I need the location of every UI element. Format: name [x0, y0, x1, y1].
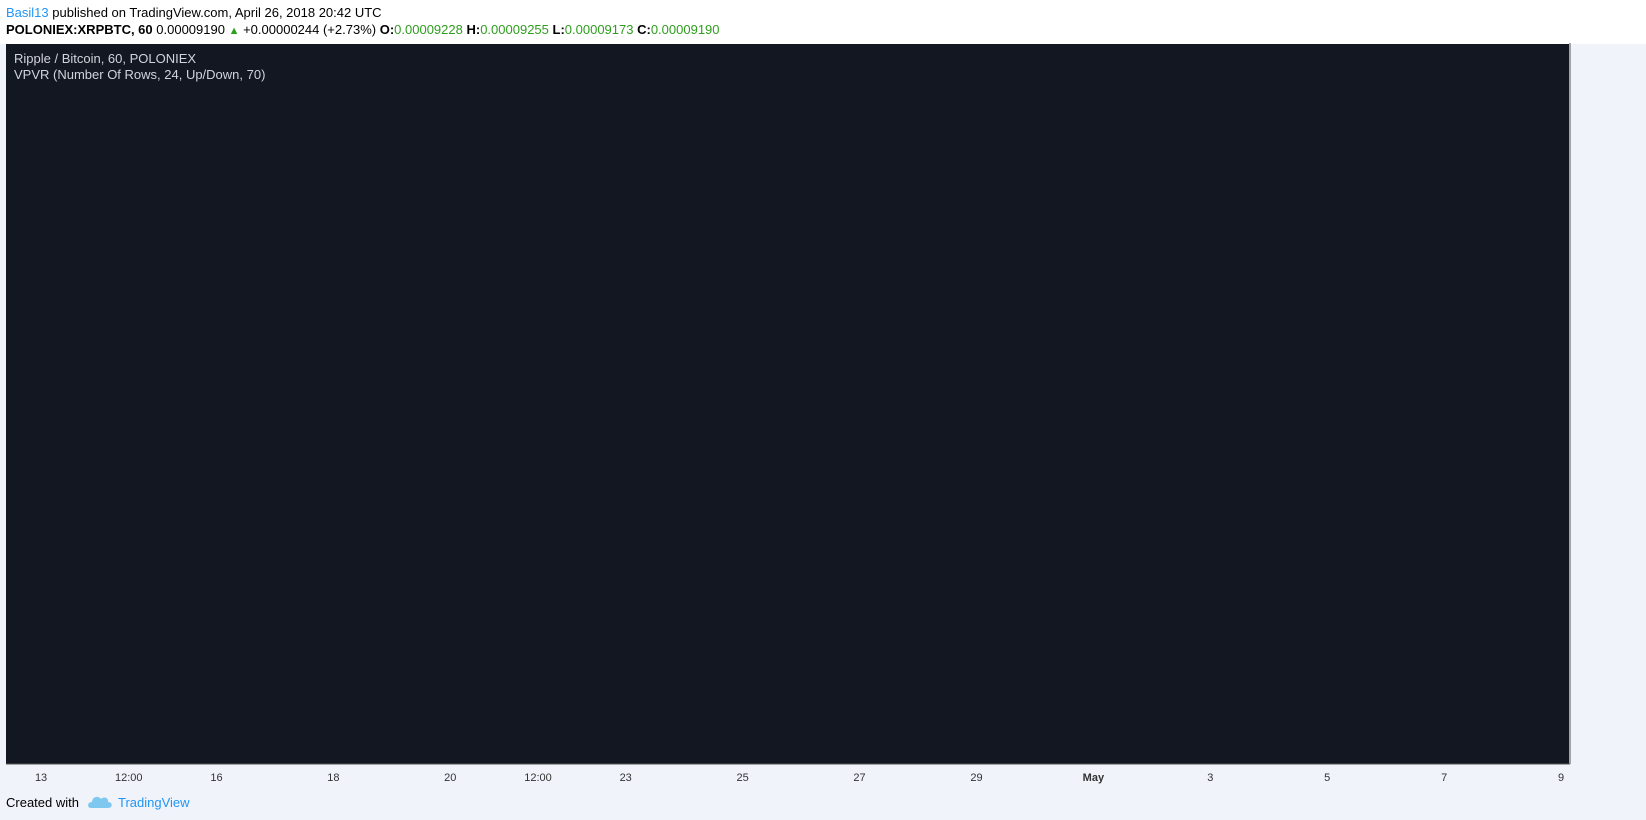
chart-title: Ripple / Bitcoin, 60, POLONIEX	[14, 51, 196, 66]
indicator-label: VPVR (Number Of Rows, 24, Up/Down, 70)	[14, 67, 265, 82]
time-tick-label: May	[1083, 772, 1105, 784]
up-arrow-icon: ▲	[228, 25, 240, 37]
tradingview-link[interactable]: TradingView	[118, 795, 190, 810]
time-tick-label: 5	[1324, 772, 1330, 784]
price-chart[interactable]: 12345 Ripple / Bitcoin, 60, POLONIEX VPV…	[0, 43, 1646, 788]
time-tick-label: 9	[1558, 772, 1564, 784]
time-tick-label: 23	[620, 772, 632, 784]
time-tick-label: 16	[210, 772, 222, 784]
symbol-bar: POLONIEX:XRPBTC, 60 0.00009190 ▲ +0.0000…	[6, 22, 720, 37]
low-label: L:	[552, 22, 565, 37]
time-tick-label: 29	[970, 772, 982, 784]
time-tick-label: 27	[853, 772, 865, 784]
close-label: C:	[637, 22, 651, 37]
publish-info: Basil13 published on TradingView.com, Ap…	[6, 5, 382, 20]
open-value: 0.00009228	[394, 22, 463, 37]
created-with-text: Created with	[6, 795, 79, 810]
tradingview-cloud-icon	[88, 796, 112, 808]
last-price: 0.00009190	[156, 22, 225, 37]
symbol-name: POLONIEX:XRPBTC, 60	[6, 22, 153, 37]
time-tick-label: 12:00	[524, 772, 552, 784]
high-value: 0.00009255	[480, 22, 549, 37]
time-axis[interactable]: 13 12:00 16 18 20 12:00 23 25 27 29 May 3 5 7 9	[35, 772, 1564, 784]
publish-text: published on TradingView.com, April 26, …	[52, 5, 382, 20]
time-tick-label: 12:00	[115, 772, 143, 784]
high-label: H:	[466, 22, 481, 37]
close-value: 0.00009190	[650, 22, 720, 37]
open-label: O:	[379, 22, 395, 37]
chart-pane[interactable]	[6, 44, 1569, 764]
time-tick-label: 25	[736, 772, 748, 784]
time-tick-label: 7	[1441, 772, 1447, 784]
time-tick-label: 20	[444, 772, 456, 784]
time-tick-label: 13	[35, 772, 47, 784]
footer	[0, 788, 1646, 820]
time-tick-label: 3	[1207, 772, 1213, 784]
author-link[interactable]: Basil13	[6, 5, 49, 20]
time-tick-label: 18	[327, 772, 339, 784]
price-change: +0.00000244 (+2.73%)	[243, 22, 377, 37]
publish-header: Basil13 published on TradingView.com, Ap…	[0, 0, 1646, 44]
low-value: 0.00009173	[564, 22, 634, 37]
